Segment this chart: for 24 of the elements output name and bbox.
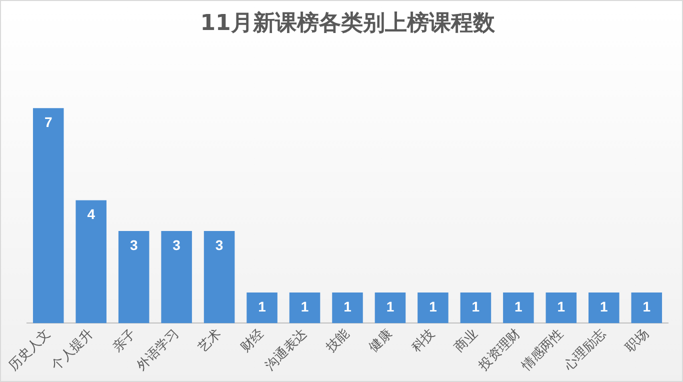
x-tick-label: 商业 (452, 326, 481, 356)
x-tick-label: 科技 (409, 326, 438, 356)
data-label: 1 (429, 298, 438, 314)
x-tick-label: 情感两性 (518, 326, 566, 374)
chart-title: 11月新课榜各类别上榜课程数 (200, 10, 496, 36)
data-label: 1 (642, 298, 651, 314)
x-tick-label: 技能 (323, 326, 353, 356)
data-label: 1 (300, 298, 309, 314)
data-label: 4 (87, 206, 96, 222)
x-tick-label: 健康 (366, 326, 396, 356)
data-label: 1 (557, 298, 566, 314)
data-label: 1 (344, 298, 352, 314)
x-tick-label: 职场 (622, 326, 652, 356)
data-label: 1 (514, 298, 523, 314)
data-label: 1 (472, 298, 480, 314)
x-tick-label: 历史人文 (6, 326, 54, 374)
data-label: 1 (386, 298, 394, 314)
data-label: 3 (130, 236, 138, 253)
x-tick-label: 艺术 (196, 326, 225, 356)
data-label: 1 (600, 298, 608, 314)
data-label: 3 (172, 236, 181, 253)
data-label: 7 (44, 114, 52, 130)
data-label: 1 (258, 298, 266, 314)
data-label: 3 (215, 236, 224, 253)
